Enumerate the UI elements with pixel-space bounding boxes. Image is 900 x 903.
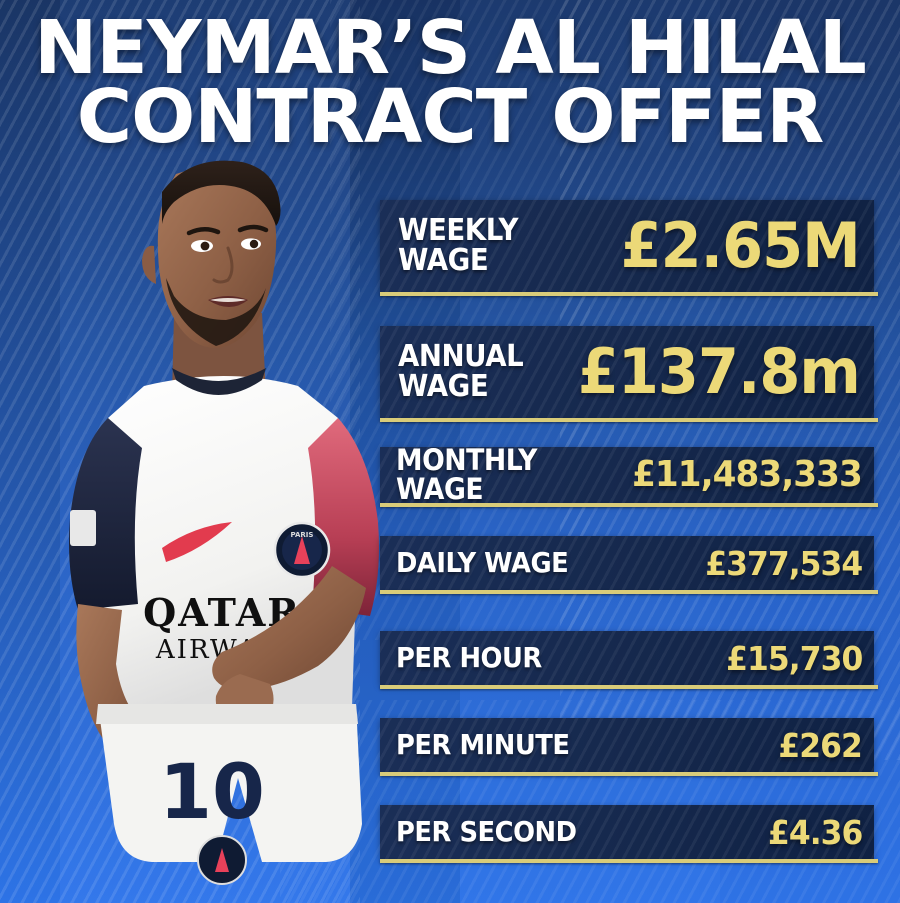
stat-label-per-hour: PER HOUR	[396, 641, 542, 674]
stat-value-annual-wage: £137.8m	[577, 335, 861, 408]
stat-row-daily-wage: DAILY WAGE £377,534	[380, 536, 874, 590]
background-band-1	[0, 0, 60, 903]
stat-row-per-second: PER SECOND £4.36	[380, 805, 874, 859]
stat-rule-per-minute	[380, 772, 878, 776]
stat-row-weekly-wage: WEEKLY WAGE £2.65M	[380, 200, 874, 292]
stat-value-per-second: £4.36	[767, 812, 863, 852]
stat-value-per-hour: £15,730	[725, 638, 863, 678]
stat-row-monthly-wage: MONTHLY WAGE £11,483,333	[380, 447, 874, 503]
stat-row-per-minute: PER MINUTE £262	[380, 718, 874, 772]
stat-row-annual-wage: ANNUAL WAGE £137.8m	[380, 326, 874, 418]
stat-label-monthly-wage: MONTHLY WAGE	[396, 447, 538, 503]
stat-value-per-minute: £262	[778, 725, 863, 765]
stat-label-weekly-wage: WEEKLY WAGE	[398, 213, 519, 278]
stat-value-weekly-wage: £2.65M	[620, 209, 861, 282]
headline-line-1: NEYMAR’S AL HILAL	[34, 5, 867, 91]
stat-value-daily-wage: £377,534	[704, 543, 863, 583]
stat-value-monthly-wage: £11,483,333	[632, 454, 863, 495]
stat-label-per-minute: PER MINUTE	[396, 728, 570, 761]
stat-rule-per-second	[380, 859, 878, 863]
stat-rule-per-hour	[380, 685, 878, 689]
stat-rule-weekly-wage	[380, 292, 878, 296]
stat-rule-annual-wage	[380, 418, 878, 422]
headline: NEYMAR’S AL HILAL CONTRACT OFFER	[0, 5, 900, 160]
stat-rule-daily-wage	[380, 590, 878, 594]
player-photo-neymar: PARIS QATAR AIRWAYS 10	[26, 118, 426, 903]
headline-line-2: CONTRACT OFFER	[76, 73, 825, 160]
svg-text:10: 10	[159, 747, 265, 836]
stat-row-per-hour: PER HOUR £15,730	[380, 631, 874, 685]
stat-rule-monthly-wage	[380, 503, 878, 507]
stat-label-annual-wage: ANNUAL WAGE	[398, 339, 524, 404]
stat-label-daily-wage: DAILY WAGE	[396, 546, 569, 579]
stat-label-per-second: PER SECOND	[396, 815, 577, 848]
svg-text:PARIS: PARIS	[291, 531, 314, 539]
